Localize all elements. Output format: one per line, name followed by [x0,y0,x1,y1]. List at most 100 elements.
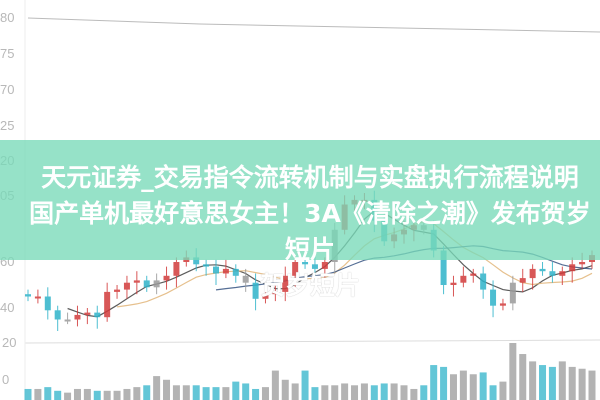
candle [529,264,536,290]
candle [519,268,526,292]
volume-bar [143,385,151,400]
volume-bar [34,388,42,400]
volume-tick-label: 20 [2,335,16,350]
candle-body [143,280,150,288]
volume-bar [252,388,260,400]
volume-bar [341,383,349,400]
candle-body [74,314,81,320]
volume-bar [539,365,547,400]
candle-body [123,282,130,290]
candle-body [569,264,576,272]
candle-body [203,264,210,267]
candle-body [549,271,556,276]
candle-body [213,266,219,274]
volume-bar [370,385,378,400]
candle [450,275,457,297]
title-banner [0,140,600,260]
candle-body [292,262,299,276]
volume-bar [360,383,368,400]
candle [460,266,467,288]
price-tick-label: 75 [0,46,14,61]
volume-bar [449,374,457,400]
candle-body [44,296,51,311]
volume-bar [172,385,180,400]
candle-body [272,291,279,295]
volume-bar [93,390,101,400]
candle-body [242,275,249,283]
volume-bar [232,381,240,400]
candle [509,275,516,311]
volume-bar [529,361,537,400]
volume-bar [440,366,448,400]
candle-body [440,250,447,285]
candle [173,257,180,288]
candle-body [539,268,546,272]
candle [549,262,556,283]
volume-bar [479,372,487,400]
candle-body [64,319,71,322]
volume-bar [83,388,91,400]
volume-bar [499,381,507,400]
candle-body [282,275,289,292]
volume-bar [163,379,171,400]
candle [25,289,31,302]
volume-bar [202,387,210,400]
candle [232,264,239,283]
candle-body [193,257,200,265]
volume-bar [400,385,408,400]
candle-body [460,275,467,283]
volume-bar [242,383,250,400]
candle [133,271,140,295]
volume-bar [133,387,141,400]
long-ma-line-top [27,17,600,33]
volume-bar [558,361,566,400]
volume-bar [24,388,32,400]
candle-body [173,262,180,276]
candle-body [480,273,487,290]
candle-body [232,268,239,276]
candle-body [84,312,91,315]
volume-bar [291,383,299,400]
candle-body [133,280,140,283]
volume-bar [410,388,418,400]
candle-body [470,273,477,276]
price-tick-label: 40 [0,300,14,315]
candle [292,257,299,288]
candle-body [321,262,328,269]
volume-bar [182,385,190,400]
price-tick-label: 80 [0,10,14,25]
volume-bar [351,385,359,400]
candle-body [34,296,41,299]
candle [123,275,130,299]
candle [44,287,51,320]
volume-bar [54,390,62,400]
volume-bar [509,343,517,400]
candle-body [262,294,269,299]
volume-divider [24,339,600,344]
title-block: 天元证券_交易指令流转机制与实盘执行流程说明 国产单机最好意思女主！3A《清除之… [28,160,592,304]
candle [499,298,506,311]
candle-body [222,268,229,274]
candle-body [559,271,566,276]
candle [321,257,328,279]
volume-bar [301,370,309,400]
volume-bar [588,370,596,400]
volume-bar [153,376,161,400]
candle [490,280,497,318]
candle-body [302,262,309,265]
candle [153,273,160,295]
candle [242,268,249,292]
candle [104,282,111,322]
volume-bar [103,390,111,400]
candle-body [499,303,506,306]
candle-body [153,280,160,288]
candle [84,308,91,325]
candle-body [25,294,31,297]
candle-body [529,268,536,279]
volume-bar [390,383,398,400]
volume-bar [271,370,279,400]
candle [252,273,259,311]
volume-bar [489,385,497,400]
candle [64,312,71,325]
volume-bar [222,387,230,400]
